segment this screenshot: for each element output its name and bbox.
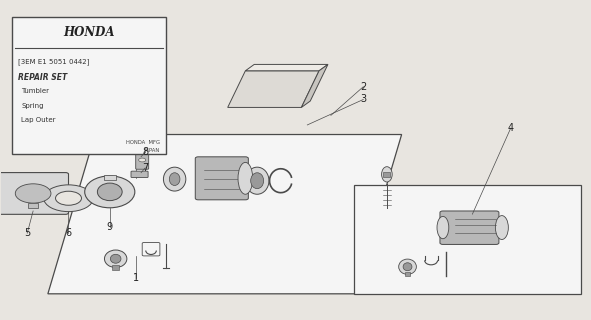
Ellipse shape: [495, 216, 508, 239]
FancyBboxPatch shape: [28, 203, 38, 208]
Polygon shape: [245, 64, 328, 71]
Circle shape: [139, 158, 146, 162]
FancyBboxPatch shape: [195, 157, 248, 200]
Text: HONDA  MFG: HONDA MFG: [126, 140, 160, 145]
Ellipse shape: [98, 183, 122, 201]
FancyBboxPatch shape: [440, 211, 499, 244]
Text: Tumbler: Tumbler: [21, 89, 49, 94]
Circle shape: [15, 184, 51, 203]
Circle shape: [44, 185, 93, 212]
Polygon shape: [228, 71, 319, 108]
Ellipse shape: [111, 254, 121, 263]
Text: JAPAN: JAPAN: [145, 148, 160, 153]
FancyBboxPatch shape: [12, 17, 166, 154]
FancyBboxPatch shape: [131, 171, 148, 178]
Polygon shape: [355, 186, 582, 294]
FancyBboxPatch shape: [104, 175, 116, 180]
Ellipse shape: [238, 162, 253, 194]
Text: 4: 4: [508, 123, 514, 133]
Ellipse shape: [245, 167, 269, 194]
Ellipse shape: [437, 216, 449, 239]
FancyBboxPatch shape: [0, 172, 69, 214]
Polygon shape: [301, 64, 328, 108]
Text: Spring: Spring: [21, 103, 44, 109]
FancyBboxPatch shape: [142, 243, 160, 256]
Ellipse shape: [105, 250, 127, 268]
Text: 6: 6: [66, 228, 72, 238]
Text: REPAIR SET: REPAIR SET: [18, 73, 67, 82]
Circle shape: [56, 191, 82, 205]
Ellipse shape: [399, 259, 417, 274]
Text: 7: 7: [142, 163, 148, 173]
Text: [3EM E1 5051 0442]: [3EM E1 5051 0442]: [18, 58, 90, 65]
Ellipse shape: [164, 167, 186, 191]
Text: Lap Outer: Lap Outer: [21, 117, 56, 123]
Text: 2: 2: [360, 82, 366, 92]
Ellipse shape: [251, 173, 264, 189]
Text: 5: 5: [24, 228, 30, 238]
FancyBboxPatch shape: [384, 172, 391, 177]
Text: HONDA: HONDA: [63, 26, 115, 39]
FancyBboxPatch shape: [136, 154, 149, 169]
Polygon shape: [48, 134, 402, 294]
Text: 3: 3: [361, 94, 366, 104]
FancyBboxPatch shape: [112, 265, 119, 270]
Text: 9: 9: [107, 222, 113, 232]
Ellipse shape: [170, 173, 180, 186]
Ellipse shape: [382, 167, 392, 182]
Text: 1: 1: [133, 273, 139, 283]
FancyBboxPatch shape: [405, 272, 411, 276]
Ellipse shape: [403, 263, 412, 271]
Ellipse shape: [85, 176, 135, 208]
Text: 8: 8: [142, 147, 148, 157]
